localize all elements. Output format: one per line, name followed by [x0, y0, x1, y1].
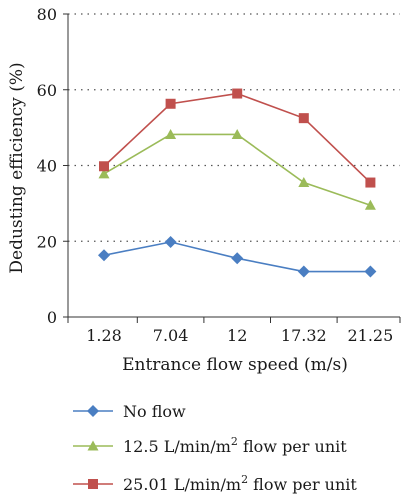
- x-tick-label: 1.28: [86, 326, 122, 345]
- x-axis: 1.28 7.04 12 17.32 21.25: [67, 316, 401, 345]
- legend-item: No flow: [73, 402, 186, 421]
- legend: No flow 12.5 L/min/m2 flow per unit 25.01 …: [73, 402, 357, 494]
- data-point-square: [232, 88, 243, 99]
- y-tick-label: 20: [37, 232, 57, 251]
- gridlines: [68, 13, 400, 242]
- data-point-square: [298, 113, 309, 124]
- data-point-square: [165, 98, 176, 109]
- data-point-triangle: [231, 128, 243, 139]
- data-point-triangle: [87, 440, 99, 451]
- x-tick-label: 7.04: [153, 326, 189, 345]
- y-axis: 0 20 40 60 80: [37, 5, 69, 327]
- legend-item: 25.01 L/min/m2 flow per unit: [73, 473, 357, 494]
- legend-item: 12.5 L/min/m2 flow per unit: [73, 435, 347, 456]
- data-point-diamond: [164, 236, 177, 249]
- x-tick-label: 17.32: [281, 326, 327, 345]
- x-tick-label: 12: [227, 326, 247, 345]
- data-point-triangle: [98, 168, 110, 179]
- data-point-triangle: [298, 177, 310, 188]
- legend-label: 12.5 L/min/m2 flow per unit: [123, 435, 347, 456]
- y-tick-label: 60: [37, 81, 57, 100]
- legend-label: No flow: [123, 402, 186, 421]
- series-2: [98, 128, 376, 210]
- y-tick-label: 0: [47, 308, 57, 327]
- y-axis-title: Dedusting efficiency (%): [7, 62, 27, 273]
- y-tick-label: 40: [37, 157, 57, 176]
- legend-label: 25.01 L/min/m2 flow per unit: [123, 473, 357, 494]
- plot-series: [98, 88, 377, 278]
- data-point-diamond: [87, 405, 99, 417]
- data-point-diamond: [364, 265, 377, 278]
- data-point-triangle: [165, 128, 177, 139]
- data-point-diamond: [297, 265, 310, 278]
- data-point-diamond: [98, 249, 110, 262]
- data-point-square: [88, 479, 98, 489]
- x-tick-label: 21.25: [347, 326, 393, 345]
- data-point-square: [99, 161, 109, 172]
- data-point-triangle: [364, 199, 376, 210]
- series-3: [99, 88, 376, 188]
- series-1: [98, 236, 377, 278]
- y-tick-label: 80: [37, 5, 57, 24]
- x-axis-title: Entrance flow speed (m/s): [122, 355, 348, 375]
- series-line: [103, 133, 371, 207]
- data-point-square: [365, 177, 376, 188]
- data-point-diamond: [231, 252, 244, 265]
